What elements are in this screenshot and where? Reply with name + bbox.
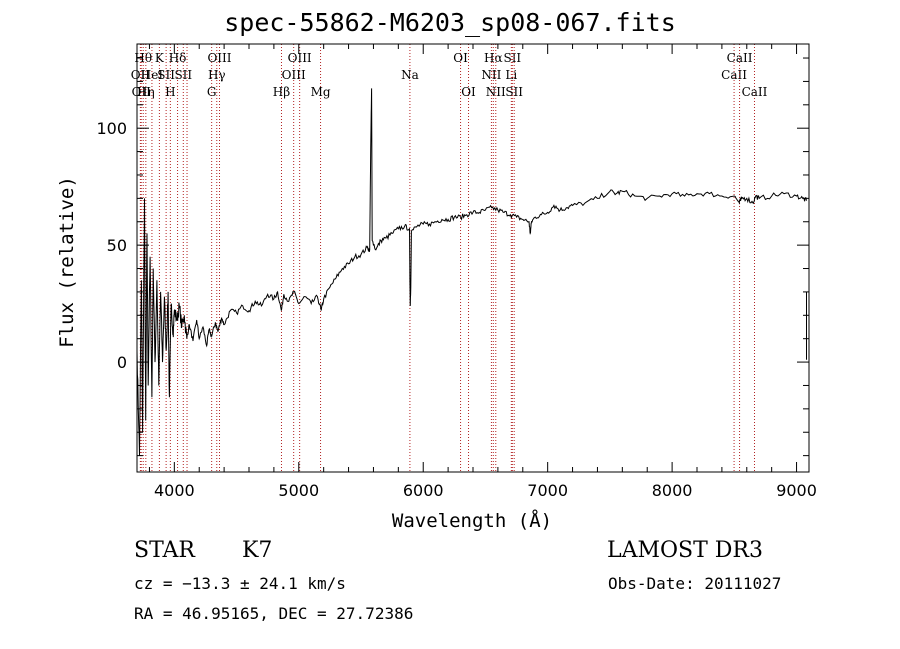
marker-label: Li [505,68,517,82]
y-tick-label: 50 [107,236,127,255]
subclass-label: K7 [242,538,273,563]
marker-label: SII [503,51,521,65]
marker-label: Hθ [134,51,152,65]
marker-label: Mg [311,85,331,99]
marker-label: OI [461,85,476,99]
marker-label: CaII [742,85,768,99]
marker-label: OIII [207,51,231,65]
marker-label: Hβ [273,85,290,99]
y-tick-label: 100 [96,119,127,138]
marker-label: Hη [137,85,155,99]
x-tick-label: 6000 [403,481,444,500]
x-tick-label: 8000 [652,481,693,500]
marker-label: SII [505,85,523,99]
x-tick-label: 5000 [278,481,319,500]
spectrum-line [136,88,807,456]
emission-line-markers: OIIOIIHθHηHeIKSIIHHδSIIGHγOIIIHβOIIIOIII… [131,44,768,472]
x-tick-label: 4000 [154,481,195,500]
marker-label: CaII [727,51,753,65]
marker-label: Na [401,68,419,82]
chart-title: spec-55862-M6203_sp08-067.fits [224,8,676,37]
marker-label: HeI [141,68,164,82]
plot-frame [136,43,810,473]
marker-label: Hδ [169,51,187,65]
marker-label: G [207,85,217,99]
x-axis-label: Wavelength (Å) [391,510,553,532]
marker-label: OIII [282,68,306,82]
marker-label: OIII [288,51,312,65]
marker-label: CaII [721,68,747,82]
obs-date-text: Obs-Date: 20111027 [608,574,782,593]
class-label: STAR [134,538,195,563]
survey-label: LAMOST DR3 [607,538,763,563]
marker-label: NII [481,68,501,82]
marker-label: K [155,51,165,65]
x-tick-label: 9000 [776,481,817,500]
x-tick-label: 7000 [527,481,568,500]
marker-label: H [165,85,175,99]
coordinates-text: RA = 46.95165, DEC = 27.72386 [134,604,414,623]
redshift-text: cz = −13.3 ± 24.1 km/s [134,574,346,593]
marker-label: OI [453,51,468,65]
marker-label: NII [486,85,506,99]
axes: 4000 5000 6000 7000 8000 9000 0 50 100 [96,44,817,500]
marker-label: SII [157,68,175,82]
y-axis-label: Flux (relative) [56,176,78,348]
y-tick-label: 0 [117,353,127,372]
marker-label: Hγ [208,68,226,82]
marker-label: SII [174,68,192,82]
marker-label: Hα [484,51,503,65]
